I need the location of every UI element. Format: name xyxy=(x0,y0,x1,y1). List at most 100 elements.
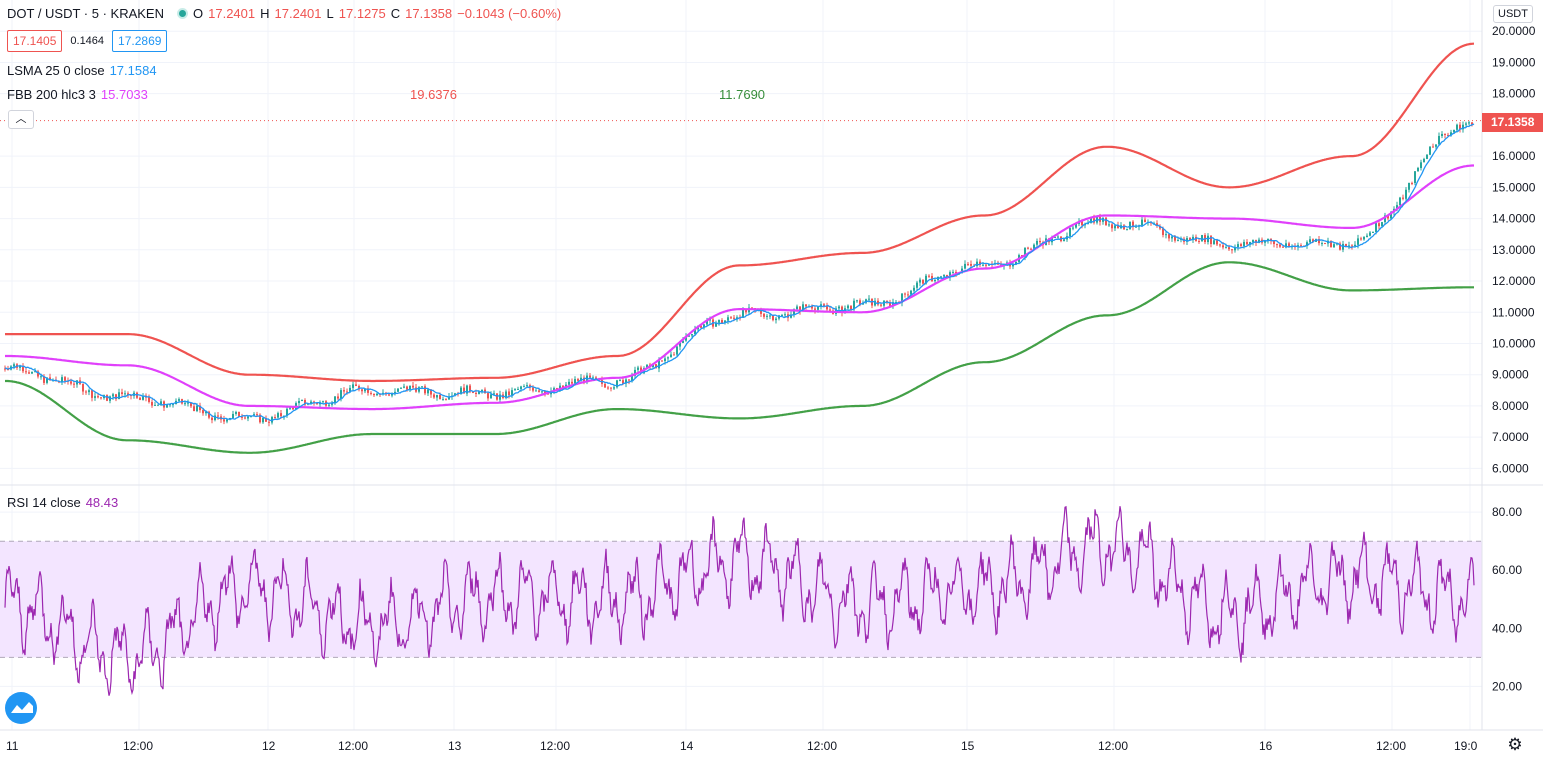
candle-body xyxy=(1468,122,1470,124)
candle-body xyxy=(373,393,375,396)
candle-body xyxy=(313,401,315,403)
candle-body xyxy=(496,393,498,400)
tradingview-logo-icon[interactable] xyxy=(5,692,37,724)
candle-body xyxy=(1021,255,1023,257)
candle-body xyxy=(1450,132,1452,136)
candle-body xyxy=(901,293,903,303)
price-tick-label: 14.0000 xyxy=(1492,212,1536,226)
lsma-legend[interactable]: LSMA 25 0 close 17.1584 xyxy=(7,63,162,78)
gear-icon[interactable]: ⚙ xyxy=(1507,735,1523,754)
candle-body xyxy=(1264,240,1266,243)
candle-body xyxy=(661,360,663,362)
candle-body xyxy=(637,367,639,370)
candle-body xyxy=(1114,225,1116,229)
candle-body xyxy=(1285,243,1287,248)
candle-body xyxy=(1171,236,1173,239)
bid-price-button[interactable]: 17.1405 xyxy=(7,30,63,52)
candle-body xyxy=(1339,243,1341,250)
candle-body xyxy=(1030,248,1032,250)
candle-body xyxy=(658,360,660,369)
candle-body xyxy=(724,320,726,323)
candle-body xyxy=(226,419,228,422)
candle-body xyxy=(1090,218,1092,223)
candle-body xyxy=(1210,235,1212,245)
candle-body xyxy=(772,315,774,321)
rsi-value: 48.43 xyxy=(85,495,119,510)
candle-body xyxy=(1258,239,1260,243)
candle-body xyxy=(781,315,783,317)
candle-body xyxy=(928,275,930,277)
candle-body xyxy=(1252,240,1254,243)
candle-body xyxy=(919,279,921,283)
candle-body xyxy=(646,364,648,369)
candle-body xyxy=(622,380,624,384)
candle-body xyxy=(1219,244,1221,246)
candle-body xyxy=(625,379,627,384)
candle-body xyxy=(1333,244,1335,248)
candle-body xyxy=(1414,171,1416,184)
candle-body xyxy=(391,393,393,396)
fbb-legend[interactable]: FBB 200 hlc3 3 15.7033 xyxy=(7,87,153,102)
candle-body xyxy=(1111,224,1113,229)
candle-body xyxy=(1156,223,1158,227)
rsi-legend[interactable]: RSI 14 close 48.43 xyxy=(7,495,123,510)
candle-body xyxy=(682,340,684,343)
candle-body xyxy=(1246,241,1248,245)
candle-body xyxy=(37,371,39,377)
candle-body xyxy=(667,357,669,359)
candle-body xyxy=(94,396,96,398)
candle-body xyxy=(472,391,474,393)
price-tick-label: 8.0000 xyxy=(1492,399,1529,413)
candle-body xyxy=(286,408,288,416)
candle-body xyxy=(940,276,942,278)
candle-body xyxy=(247,416,249,419)
candle-body xyxy=(532,387,534,391)
candle-body xyxy=(904,293,906,295)
ohlc-low: 17.1275 xyxy=(338,6,386,21)
candle-body xyxy=(277,413,279,418)
candle-body xyxy=(1165,234,1167,236)
candle-body xyxy=(1357,238,1359,245)
candle-body xyxy=(73,383,75,385)
candle-body xyxy=(859,300,861,305)
collapse-legend-button[interactable]: ︿ xyxy=(8,110,34,129)
candle-body xyxy=(1117,225,1119,229)
candle-body xyxy=(361,389,363,392)
candle-body xyxy=(187,402,189,404)
candle-body xyxy=(31,371,33,374)
candle-body xyxy=(670,354,672,358)
candle-body xyxy=(1366,235,1368,237)
candle-body xyxy=(442,399,444,401)
time-tick-label: 12:00 xyxy=(1098,739,1128,753)
candle-body xyxy=(328,404,330,406)
candle-body xyxy=(895,302,897,304)
candle-body xyxy=(250,416,252,418)
candle-body xyxy=(907,294,909,296)
candle-body xyxy=(568,381,570,385)
candle-body xyxy=(706,320,708,325)
candle-body xyxy=(487,393,489,399)
candle-body xyxy=(823,304,825,307)
candle-body xyxy=(1108,224,1110,226)
candle-body xyxy=(691,334,693,336)
candle-body xyxy=(703,324,705,328)
candle-body xyxy=(208,411,210,418)
symbol-legend: DOT / USDT · 5 · KRAKEN O 17.2401 H 17.2401 L… xyxy=(7,6,571,21)
candle-body xyxy=(217,415,219,417)
ask-price-button[interactable]: 17.2869 xyxy=(112,30,168,52)
candle-body xyxy=(268,421,270,423)
candle-body xyxy=(925,275,927,284)
candle-body xyxy=(718,320,720,323)
lsma-value: 17.1584 xyxy=(109,63,157,78)
candle-body xyxy=(91,390,93,398)
price-tick-label: 12.0000 xyxy=(1492,274,1536,288)
candle-body xyxy=(1411,182,1413,184)
candle-body xyxy=(4,368,6,370)
candle-body xyxy=(493,393,495,395)
candle-body xyxy=(652,364,654,367)
candle-body xyxy=(1381,222,1383,227)
currency-unit-button[interactable]: USDT xyxy=(1493,5,1533,23)
candle-body xyxy=(913,287,915,291)
symbol-title[interactable]: DOT / USDT · 5 · KRAKEN xyxy=(7,6,164,21)
